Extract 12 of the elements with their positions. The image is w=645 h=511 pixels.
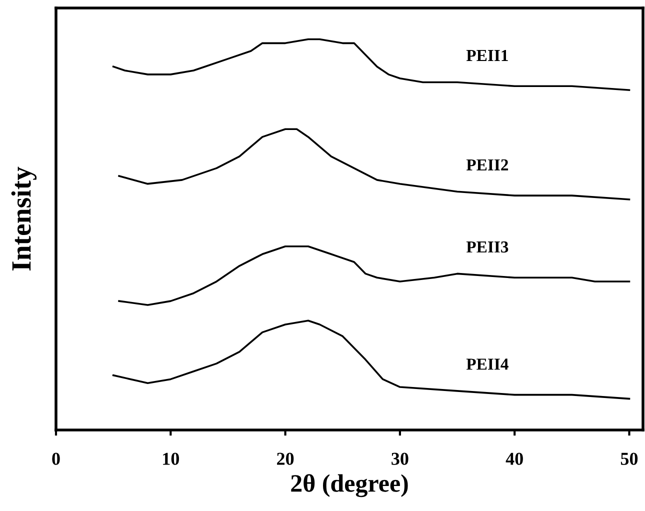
x-tick-label: 40 bbox=[506, 452, 523, 465]
x-tick-label: 10 bbox=[163, 452, 179, 465]
x-tick-label: 50 bbox=[620, 452, 638, 465]
x-tick-label: 30 bbox=[392, 452, 408, 465]
x-axis-title: 2θ (degree) bbox=[291, 474, 408, 498]
y-axis-title: Intensity bbox=[11, 166, 37, 271]
series-label: PEII3 bbox=[466, 241, 508, 253]
series-label: PEII2 bbox=[466, 159, 508, 170]
series-label: PEII1 bbox=[466, 50, 508, 61]
series-label: PEII4 bbox=[466, 358, 508, 370]
x-tick-label: 20 bbox=[277, 452, 294, 465]
x-tick-label: 0 bbox=[52, 452, 60, 465]
